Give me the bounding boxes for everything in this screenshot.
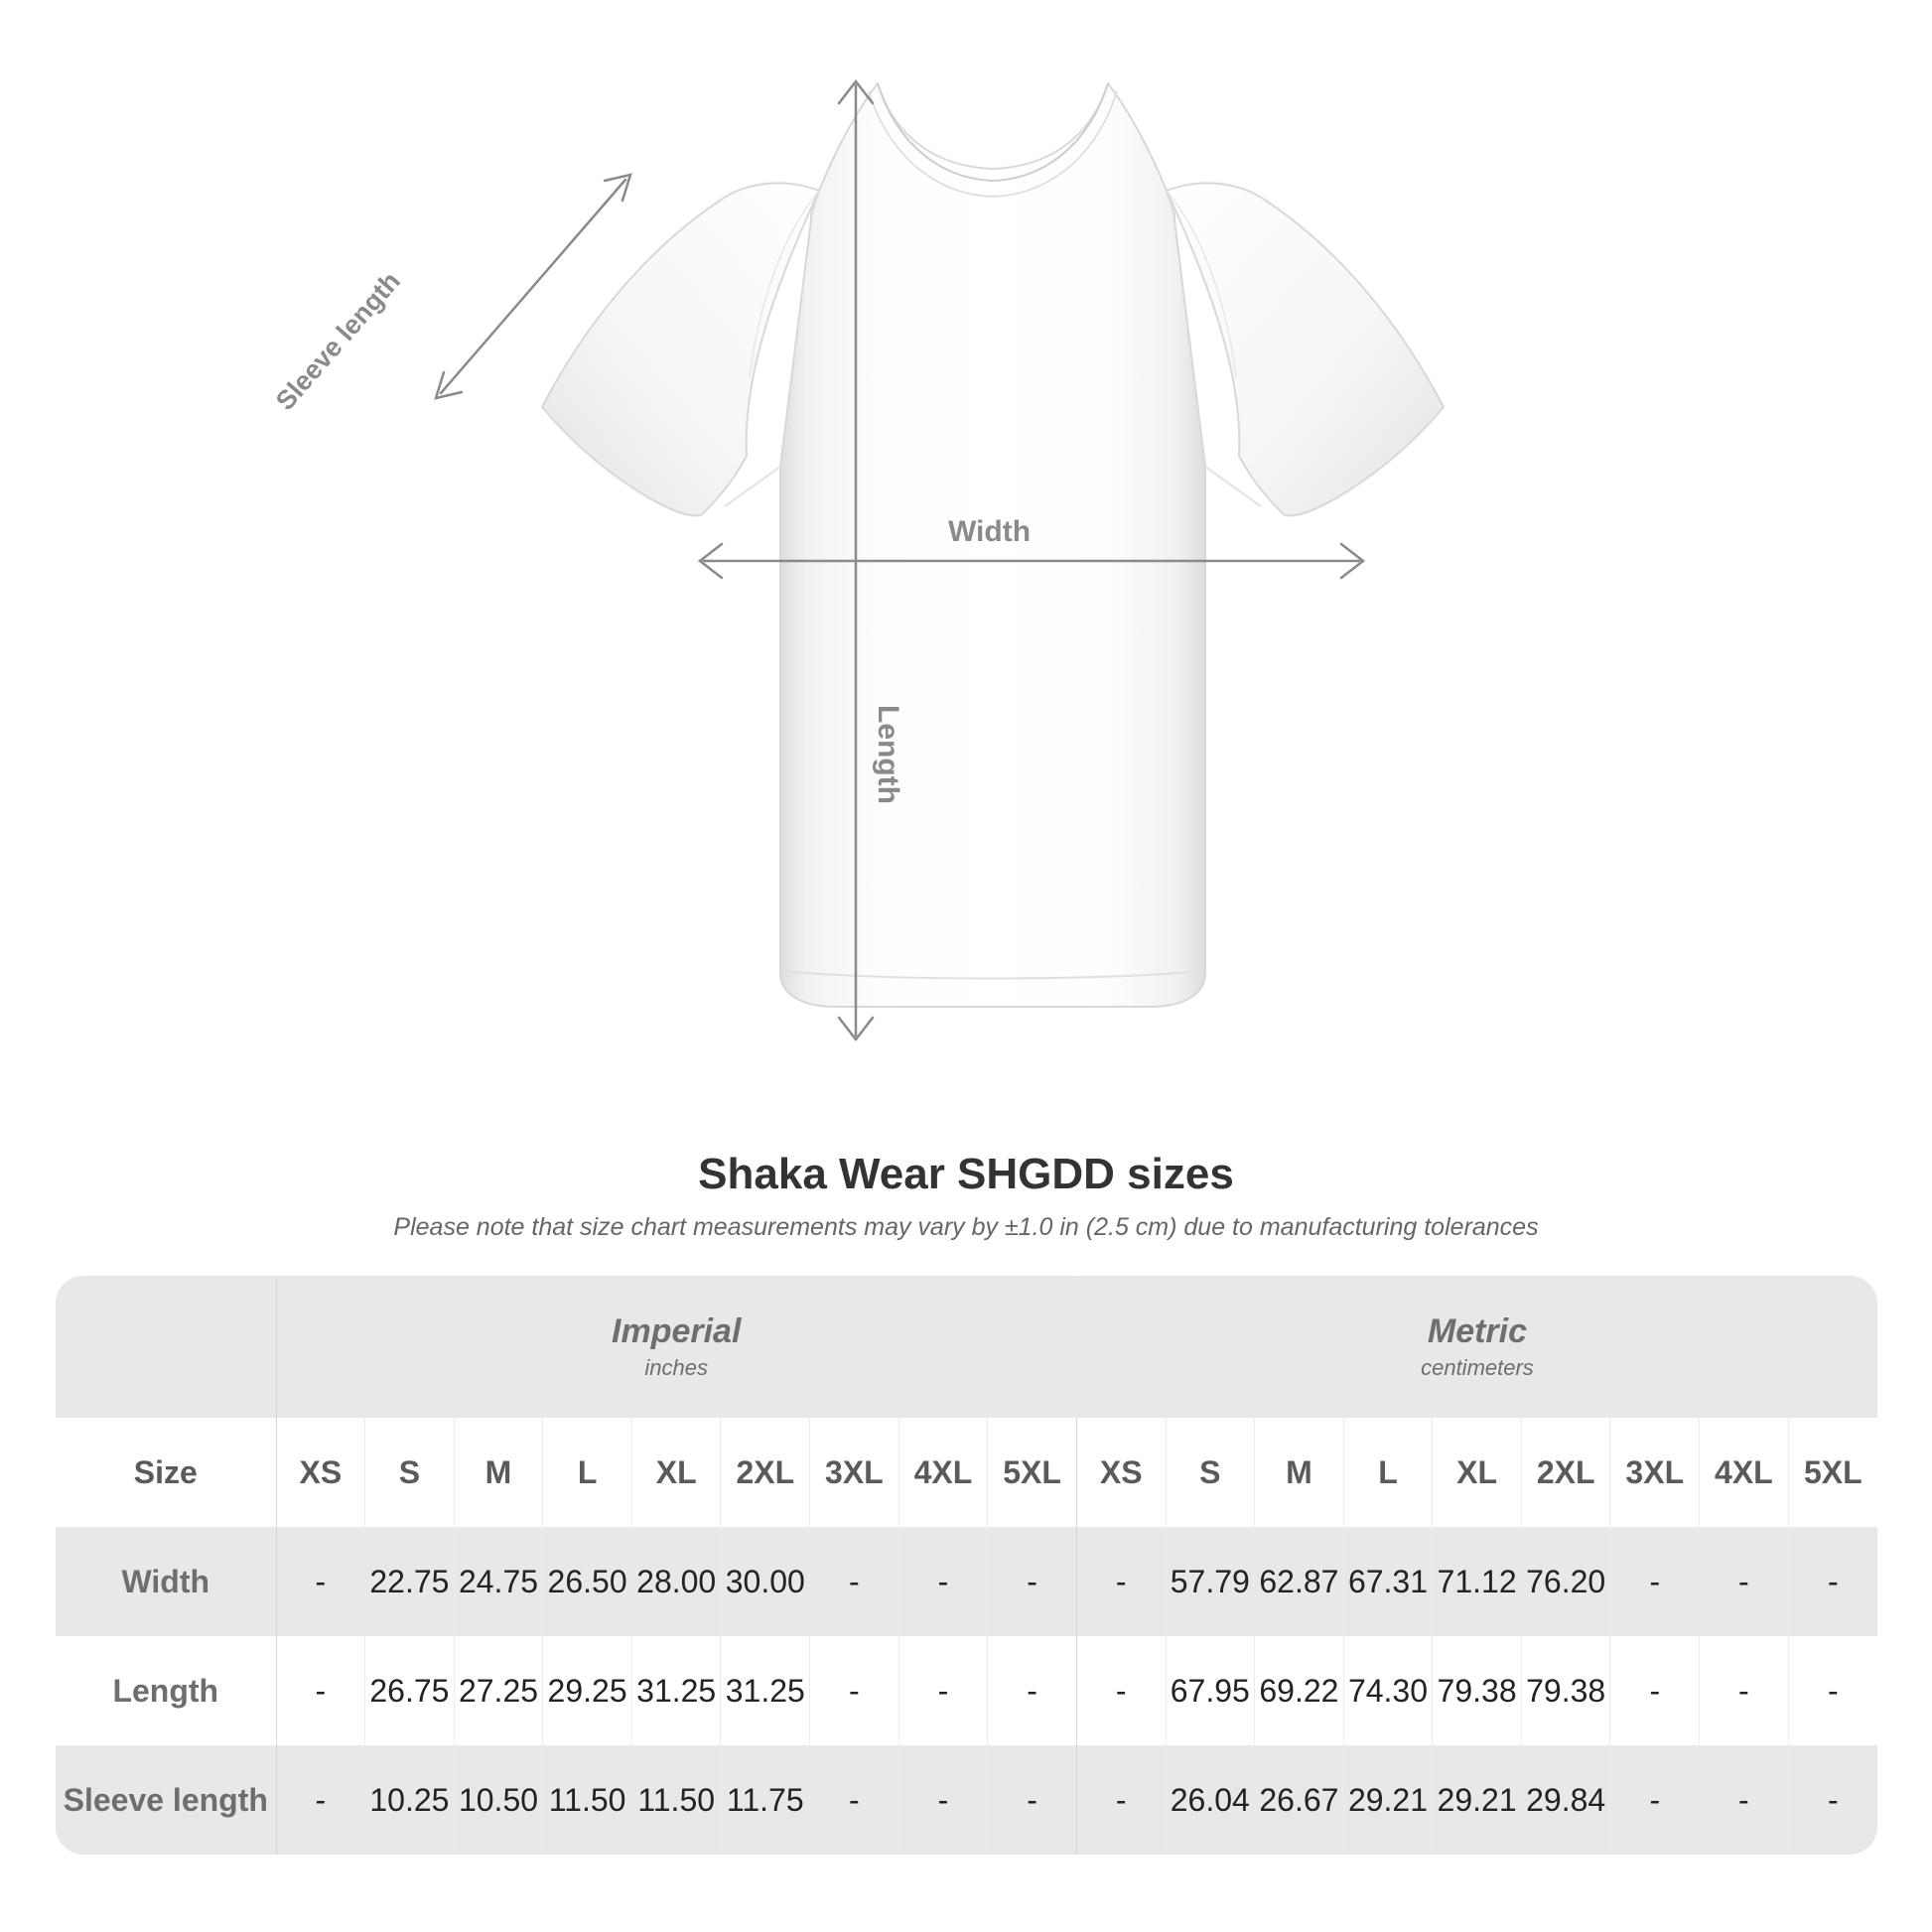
svg-text:Sleeve length: Sleeve length (270, 266, 406, 416)
svg-text:Length: Length (872, 705, 904, 804)
svg-text:Width: Width (948, 515, 1031, 548)
